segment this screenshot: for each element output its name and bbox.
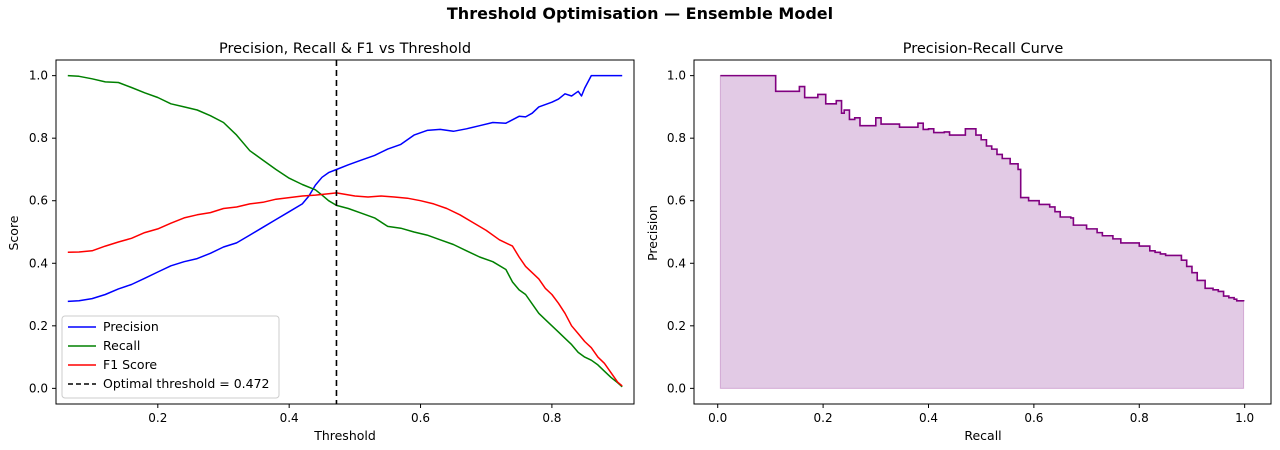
threshold-chart-frame [55,59,635,405]
threshold-chart-ytick-label-3: 0.6 [29,194,48,208]
pr-curve-ytick-label-2: 0.4 [667,256,686,270]
threshold-chart-ytick-label-2: 0.4 [29,256,48,270]
threshold-chart-ytick-label-1: 0.2 [29,319,48,333]
threshold-chart-xtick-label-3: 0.8 [542,411,561,425]
pr-curve-xtick-label-2: 0.4 [919,411,938,425]
threshold-chart-xtick-label-1: 0.4 [280,411,299,425]
pr-curve-ytick-label-0: 0.0 [667,381,686,395]
legend: Precision Recall F1 Score Optimal thresh… [61,315,280,399]
pr-curve-xlabel: Recall [964,428,1001,443]
pr-curve-line [720,74,1245,302]
threshold-chart-ytick-label-0: 0.0 [29,381,48,395]
legend-box [61,315,280,399]
figure-title: Threshold Optimisation — Ensemble Model [447,4,833,23]
threshold-chart-xlabel: Threshold [313,428,376,443]
threshold-chart-ytick-label-4: 0.8 [29,131,48,145]
pr-curve-title: Precision-Recall Curve [903,41,1064,57]
threshold-chart-xtick-label-2: 0.6 [411,411,430,425]
pr-curve-ytick-label-3: 0.6 [667,194,686,208]
pr-curve-chart: Precision-Recall Curve Recall Precision … [645,41,1272,443]
pr-curve-xtick-label-1: 0.2 [814,411,833,425]
precision-line [67,74,623,303]
pr-curve-xtick-label-5: 1.0 [1235,411,1254,425]
pr-curve-xtick-label-0: 0.0 [708,411,727,425]
legend-label-precision: Precision [103,319,159,334]
legend-label-f1: F1 Score [103,357,157,372]
threshold-chart-title: Precision, Recall & F1 vs Threshold [219,41,471,57]
pr-curve-xtick-label-3: 0.6 [1024,411,1043,425]
recall-line [67,74,623,388]
threshold-chart-ylabel: Score [6,215,21,250]
pr-curve-ytick-label-5: 1.0 [667,69,686,83]
pr-curve-frame [693,59,1272,405]
threshold-chart-xtick-label-0: 0.2 [148,411,167,425]
pr-curve-ytick-label-1: 0.2 [667,319,686,333]
legend-label-threshold: Optimal threshold = 0.472 [103,376,270,391]
f1-score-line [67,192,623,387]
legend-label-recall: Recall [103,338,140,353]
pr-curve-ylabel: Precision [645,205,660,261]
threshold-chart-ytick-label-5: 1.0 [29,69,48,83]
pr-curve-ytick-label-4: 0.8 [667,131,686,145]
pr-curve-xtick-label-4: 0.8 [1130,411,1149,425]
threshold-chart: Precision, Recall & F1 vs Threshold Thre… [6,41,635,443]
